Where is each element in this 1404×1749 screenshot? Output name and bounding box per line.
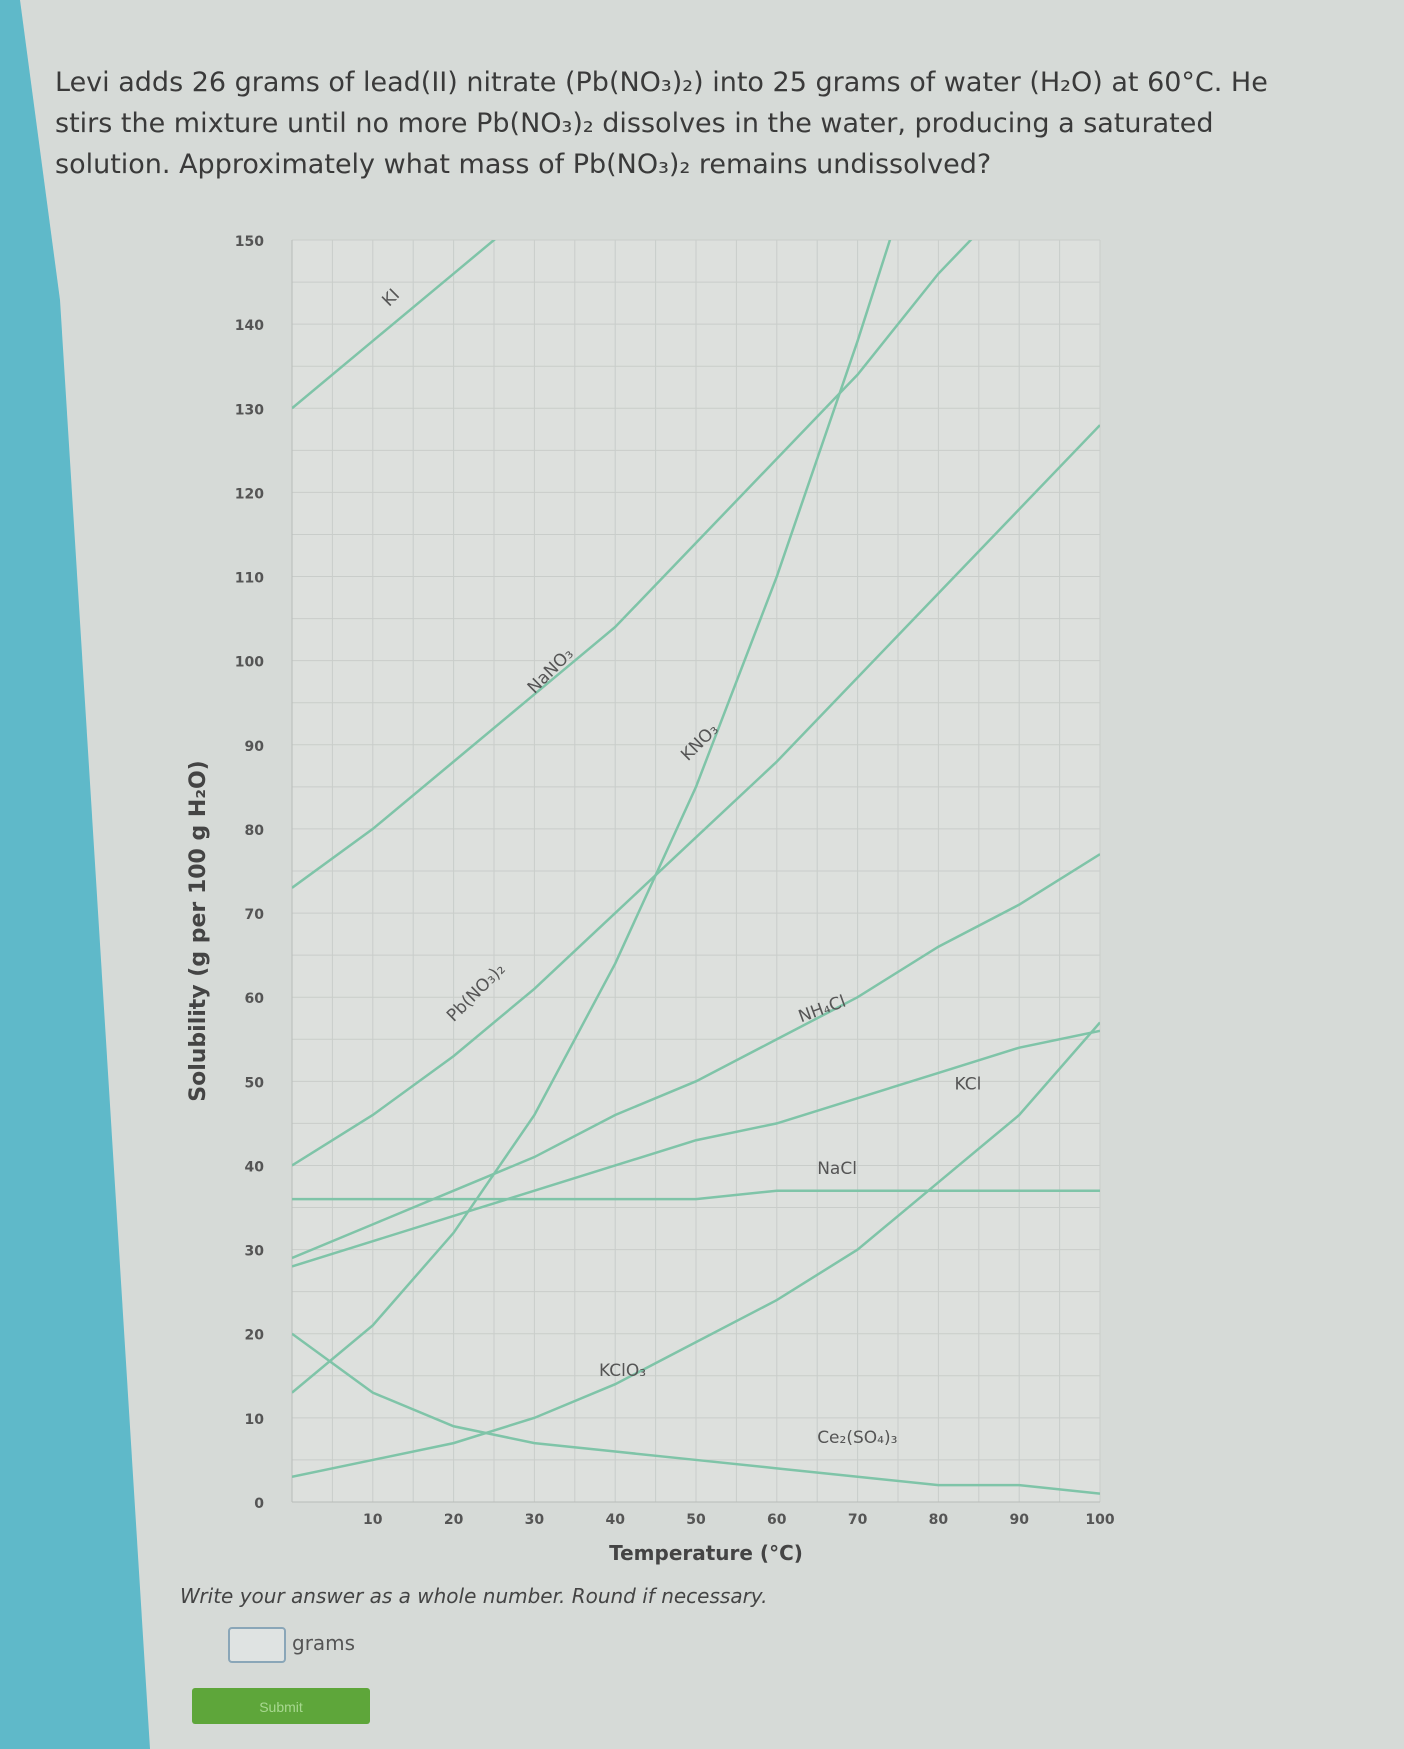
solubility-chart: 0 10 20 30 40 50 60 70 80 90 100 110 120 130 140 150 10 2… bbox=[186, 234, 1115, 1565]
curve-8 bbox=[292, 1332, 1100, 1495]
curve-7 bbox=[292, 1021, 1100, 1478]
y-tick-label: 60 bbox=[245, 991, 265, 1007]
curve-6 bbox=[292, 1189, 1100, 1201]
y-tick-label: 140 bbox=[235, 318, 264, 334]
instructions: Write your answer as a whole number. Rou… bbox=[180, 1584, 768, 1608]
y-tick-label: 10 bbox=[245, 1412, 265, 1428]
curve-label: KClO₃ bbox=[599, 1361, 646, 1381]
x-axis-label: Temperature (°C) bbox=[609, 1541, 803, 1565]
x-tick-label: 100 bbox=[1085, 1512, 1114, 1528]
x-tick-label: 60 bbox=[767, 1512, 787, 1528]
answer-unit: grams bbox=[292, 1631, 356, 1655]
y-tick-label: 130 bbox=[235, 402, 264, 418]
answer-input[interactable] bbox=[228, 1627, 286, 1663]
x-tick-label: 40 bbox=[605, 1512, 625, 1528]
x-tick-label: 10 bbox=[363, 1512, 383, 1528]
curve-3 bbox=[292, 424, 1100, 1167]
y-tick-label: 20 bbox=[245, 1328, 265, 1344]
y-tick-label: 50 bbox=[245, 1075, 265, 1091]
curve-label: KCl bbox=[955, 1075, 982, 1095]
curve-0 bbox=[292, 240, 496, 410]
curve-5 bbox=[292, 1029, 1100, 1268]
y-tick-label: 0 bbox=[254, 1496, 264, 1512]
y-tick-label: 120 bbox=[235, 486, 264, 502]
x-tick-label: 90 bbox=[1009, 1512, 1029, 1528]
y-tick-label: 70 bbox=[245, 907, 265, 923]
y-tick-label: 100 bbox=[235, 655, 264, 671]
x-tick-label: 50 bbox=[686, 1512, 706, 1528]
x-tick-label: 20 bbox=[444, 1512, 464, 1528]
curve-2 bbox=[292, 240, 892, 1394]
y-axis-label: Solubility (g per 100 g H₂O) bbox=[186, 760, 211, 1101]
curve-label: NaCl bbox=[817, 1159, 857, 1179]
submit-button[interactable]: Submit bbox=[192, 1688, 370, 1724]
x-tick-label: 30 bbox=[525, 1512, 545, 1528]
y-tick-label: 90 bbox=[245, 739, 265, 755]
curve-1 bbox=[292, 240, 973, 889]
x-tick-label: 70 bbox=[848, 1512, 868, 1528]
y-tick-label: 110 bbox=[235, 571, 264, 587]
y-tick-label: 40 bbox=[245, 1159, 265, 1175]
curve-4 bbox=[292, 853, 1100, 1260]
y-tick-label: 150 bbox=[235, 234, 264, 250]
curve-label: Ce₂(SO₄)₃ bbox=[817, 1428, 897, 1448]
x-tick-label: 80 bbox=[929, 1512, 949, 1528]
question-text: Levi adds 26 grams of lead(II) nitrate (… bbox=[55, 67, 1268, 180]
y-tick-label: 30 bbox=[245, 1244, 265, 1260]
y-tick-label: 80 bbox=[245, 823, 265, 839]
